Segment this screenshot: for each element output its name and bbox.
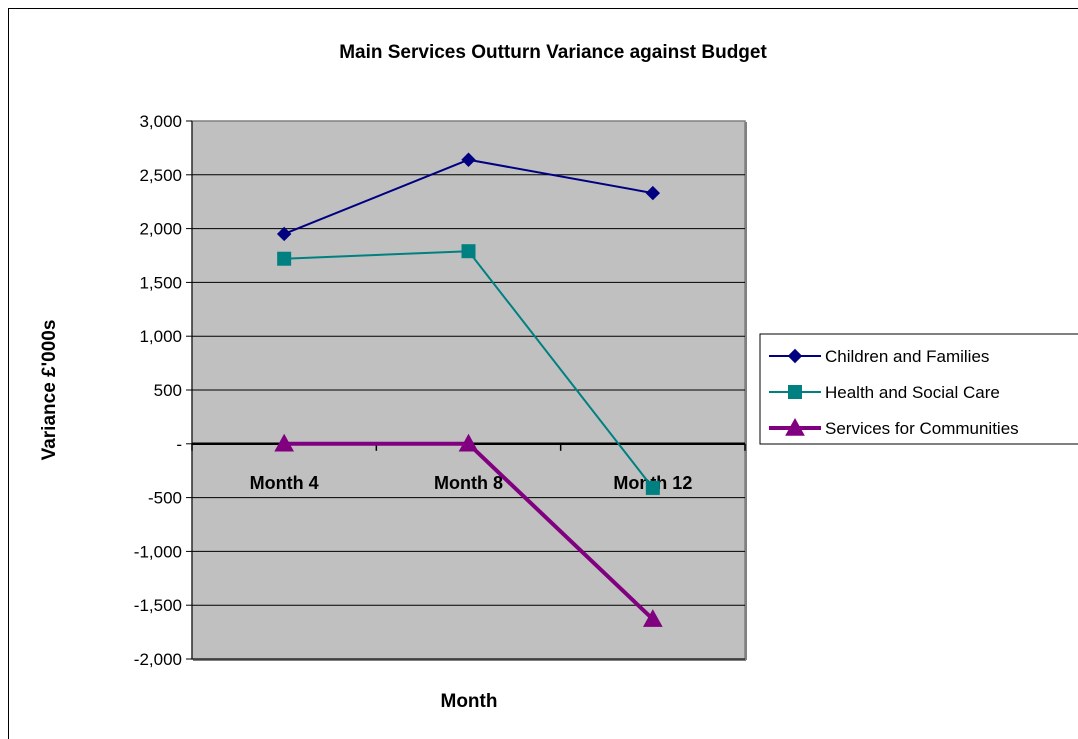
x-tick-label: Month 4 bbox=[250, 473, 319, 493]
y-tick-label: -500 bbox=[148, 489, 182, 508]
y-tick-label: 1,500 bbox=[139, 273, 182, 292]
legend-marker bbox=[785, 417, 805, 436]
data-point bbox=[461, 152, 476, 167]
y-tick-label: - bbox=[176, 435, 182, 454]
data-point bbox=[274, 433, 295, 452]
data-point bbox=[645, 185, 661, 201]
y-axis-ticks: 3,000 2,500 2,000 1,500 1,000 500 - -500 -1,000 -… bbox=[134, 112, 193, 669]
legend-box bbox=[759, 333, 1078, 445]
y-tick-label: -1,000 bbox=[134, 542, 182, 561]
series-3 bbox=[274, 433, 663, 627]
legend-item: Children and Families bbox=[769, 347, 989, 366]
grid-lines bbox=[192, 174, 745, 660]
y-tick-label: -2,000 bbox=[134, 650, 182, 669]
y-tick-label: 1,000 bbox=[139, 327, 182, 346]
data-point bbox=[645, 480, 660, 495]
data-point bbox=[461, 244, 476, 259]
series-1 bbox=[276, 152, 661, 242]
y-axis-title: Variance £'000s bbox=[39, 320, 60, 461]
legend-item: Health and Social Care bbox=[769, 383, 1000, 402]
x-axis-ticks: Month 4 Month 8 Month 12 bbox=[250, 473, 693, 493]
data-point bbox=[458, 433, 479, 452]
y-tick-label: 3,000 bbox=[139, 112, 182, 131]
y-tick-label: 500 bbox=[154, 381, 182, 400]
chart-title: Main Services Outturn Variance against B… bbox=[339, 42, 767, 63]
x-axis-title: Month bbox=[441, 691, 498, 712]
legend-label: Children and Families bbox=[825, 347, 989, 366]
y-tick-label: -1,500 bbox=[134, 596, 182, 615]
series-layer bbox=[274, 152, 663, 627]
data-point bbox=[277, 251, 292, 266]
x-tick-label: Month 8 bbox=[434, 473, 503, 493]
line-chart: Main Services Outturn Variance against B… bbox=[39, 42, 1078, 712]
chart-frame: Main Services Outturn Variance against B… bbox=[8, 8, 1078, 739]
legend-marker bbox=[787, 348, 803, 364]
series-2 bbox=[277, 244, 660, 495]
y-tick-label: 2,500 bbox=[139, 166, 182, 185]
y-tick-label: 2,000 bbox=[139, 220, 182, 239]
legend-label: Health and Social Care bbox=[825, 383, 1000, 402]
legend-label: Services for Communities bbox=[825, 419, 1019, 438]
data-point bbox=[642, 609, 663, 627]
legend-marker bbox=[788, 385, 802, 399]
legend: Children and Families Health and Social C… bbox=[759, 333, 1078, 445]
legend-item: Services for Communities bbox=[769, 417, 1019, 438]
data-point bbox=[276, 226, 292, 242]
